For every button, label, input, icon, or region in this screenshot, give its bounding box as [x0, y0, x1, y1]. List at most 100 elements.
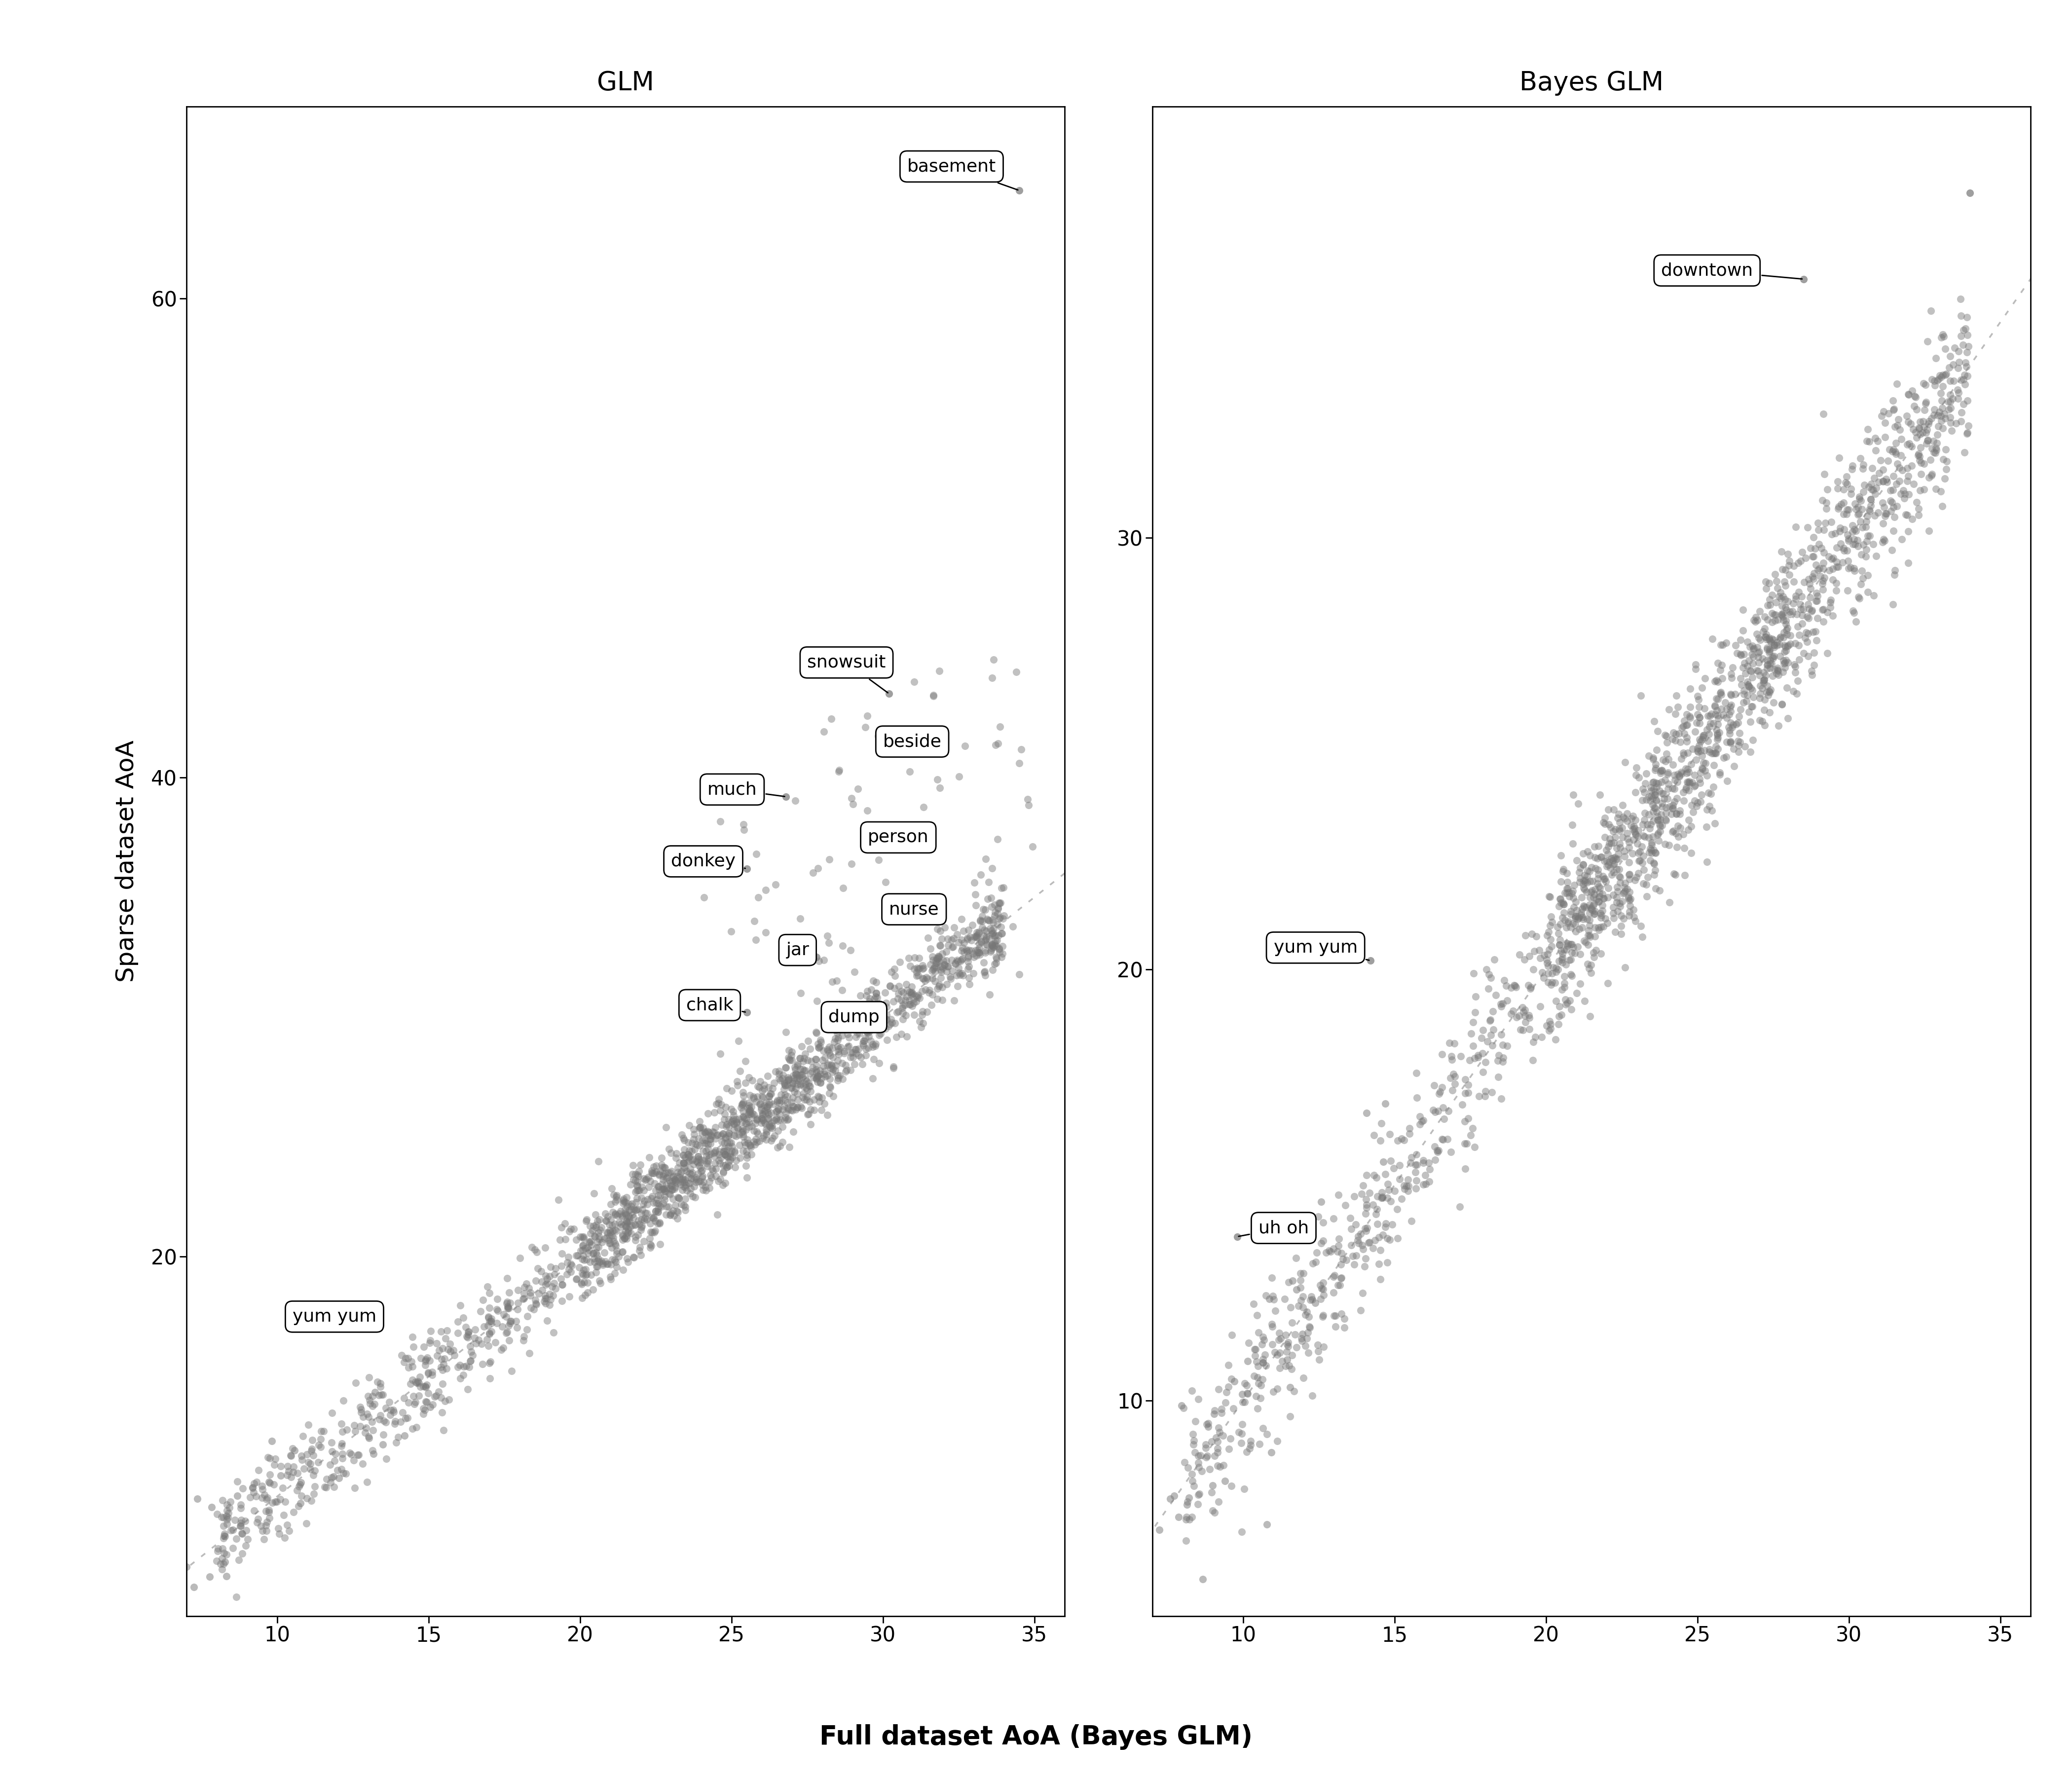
Point	[719, 1108, 752, 1137]
Point	[673, 1165, 707, 1193]
Point	[638, 1176, 671, 1204]
Point	[1345, 1220, 1378, 1249]
Point	[1701, 735, 1734, 764]
Point	[398, 1387, 431, 1415]
Point	[1490, 986, 1523, 1014]
Point	[986, 918, 1019, 947]
Point	[1390, 1165, 1423, 1193]
Point	[1925, 401, 1958, 430]
Point	[595, 1211, 628, 1240]
Point	[1598, 796, 1631, 824]
Point	[707, 1119, 740, 1147]
Point	[976, 918, 1009, 947]
Point	[296, 1440, 329, 1469]
Point	[1349, 1215, 1382, 1243]
Point	[1761, 712, 1794, 741]
Point	[1666, 739, 1699, 767]
Point	[1185, 1456, 1218, 1485]
Point	[926, 954, 959, 982]
Point	[806, 1083, 839, 1112]
Point	[286, 1423, 319, 1451]
Point	[1637, 767, 1670, 796]
Point	[1759, 588, 1792, 616]
Point	[595, 1265, 628, 1293]
Point	[686, 1163, 719, 1192]
Point	[1751, 625, 1784, 654]
Point	[392, 1389, 425, 1417]
Point	[777, 1092, 810, 1121]
Point	[1941, 378, 1975, 407]
Point	[404, 1344, 437, 1373]
Point	[1593, 829, 1627, 858]
Point	[694, 1140, 727, 1169]
Point	[1894, 410, 1927, 439]
Point	[1836, 455, 1869, 483]
Point	[1241, 1369, 1274, 1398]
Point	[792, 1069, 825, 1098]
Point	[1407, 1170, 1440, 1199]
Point	[400, 1369, 433, 1398]
Point	[715, 1137, 748, 1165]
Point	[808, 1007, 841, 1035]
Point	[591, 1218, 624, 1247]
Point	[1807, 549, 1840, 577]
Point	[352, 1423, 385, 1451]
Point	[1780, 513, 1813, 542]
Point	[1738, 602, 1772, 630]
Point	[723, 1057, 756, 1085]
Point	[1755, 629, 1788, 657]
Point	[968, 961, 1001, 989]
Point	[1788, 568, 1821, 597]
Point	[1573, 916, 1606, 945]
Point	[787, 1085, 821, 1114]
Point	[1950, 387, 1983, 416]
Point	[1740, 606, 1774, 634]
Point	[642, 1208, 675, 1236]
Point	[1923, 398, 1956, 426]
Point	[1548, 970, 1581, 998]
Point	[582, 1225, 615, 1254]
Point	[1815, 565, 1848, 593]
Point	[271, 1456, 305, 1485]
Point	[675, 1137, 709, 1165]
Point	[1656, 817, 1689, 845]
Point	[937, 924, 970, 952]
Point	[1852, 496, 1886, 524]
Point	[792, 1083, 825, 1112]
Point	[1556, 893, 1589, 922]
Point	[1245, 1414, 1278, 1442]
Point	[1776, 677, 1809, 705]
Point	[1948, 366, 1981, 394]
Point	[1368, 1160, 1401, 1188]
Point	[1658, 760, 1691, 789]
Point	[673, 1160, 707, 1188]
Point	[1919, 439, 1952, 467]
Point	[713, 1151, 746, 1179]
Point	[1693, 737, 1726, 765]
Point	[1401, 1083, 1434, 1112]
Point	[943, 959, 976, 987]
Point	[470, 1312, 503, 1341]
Point	[1952, 362, 1985, 391]
Point	[1658, 726, 1691, 755]
Point	[777, 1062, 810, 1090]
Point	[1550, 991, 1583, 1019]
Point	[1709, 629, 1743, 657]
Point	[230, 1517, 263, 1545]
Point	[638, 1208, 671, 1236]
Point	[802, 1030, 835, 1058]
Point	[1231, 1380, 1264, 1408]
Point	[945, 959, 978, 987]
Point	[574, 1211, 607, 1240]
Point	[881, 1023, 914, 1051]
Point	[1902, 414, 1935, 442]
Point	[663, 1163, 696, 1192]
Point	[787, 1073, 821, 1101]
Point	[1622, 860, 1656, 888]
Point	[1587, 865, 1620, 893]
Point	[1233, 1435, 1266, 1463]
Point	[727, 1103, 760, 1131]
Point	[870, 993, 903, 1021]
Point	[1660, 700, 1693, 728]
Point	[740, 1087, 773, 1115]
